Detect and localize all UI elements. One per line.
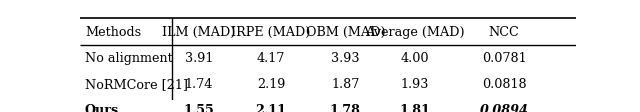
Text: 4.00: 4.00 (401, 52, 429, 65)
Text: 0.0818: 0.0818 (482, 78, 526, 91)
Text: NCC: NCC (489, 26, 520, 39)
Text: 3.91: 3.91 (185, 52, 213, 65)
Text: 0.0894: 0.0894 (479, 103, 529, 112)
Text: 0.0781: 0.0781 (482, 52, 526, 65)
Text: 1.74: 1.74 (185, 78, 213, 91)
Text: 1.87: 1.87 (331, 78, 360, 91)
Text: 1.93: 1.93 (401, 78, 429, 91)
Text: NoRMCore [21]: NoRMCore [21] (85, 78, 188, 91)
Text: No alignment: No alignment (85, 52, 173, 65)
Text: IRPE (MAD): IRPE (MAD) (231, 26, 310, 39)
Text: 2.19: 2.19 (257, 78, 285, 91)
Text: 1.55: 1.55 (184, 103, 214, 112)
Text: 1.81: 1.81 (399, 103, 430, 112)
Text: 4.17: 4.17 (257, 52, 285, 65)
Text: ILM (MAD): ILM (MAD) (163, 26, 236, 39)
Text: 2.11: 2.11 (255, 103, 287, 112)
Text: OBM (MAD): OBM (MAD) (305, 26, 385, 39)
Text: 3.93: 3.93 (331, 52, 360, 65)
Text: 1.78: 1.78 (330, 103, 361, 112)
Text: Methods: Methods (85, 26, 141, 39)
Text: Ours: Ours (85, 103, 119, 112)
Text: Average (MAD): Average (MAD) (365, 26, 465, 39)
